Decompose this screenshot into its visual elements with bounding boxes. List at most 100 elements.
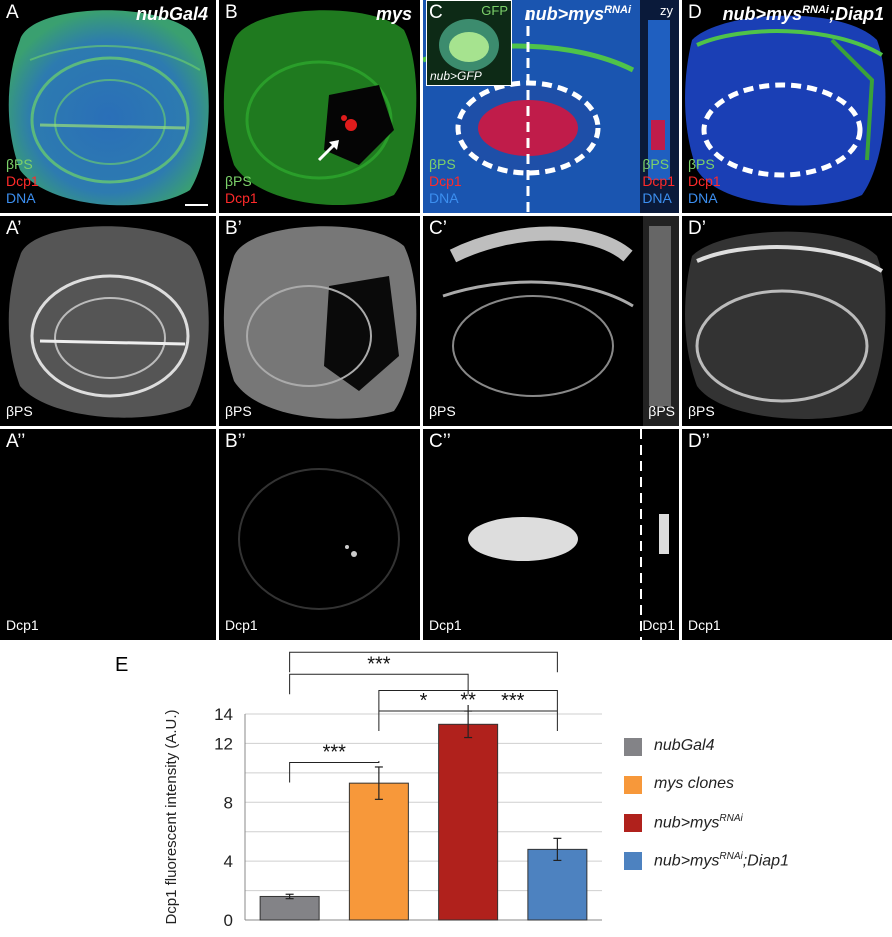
- inset-image: GFP nub>GFP: [426, 0, 512, 86]
- panel-title: mys: [375, 4, 412, 24]
- legend-swatch: [624, 776, 642, 794]
- stain-dna: DNA: [688, 190, 718, 206]
- significance-bracket: [289, 673, 469, 695]
- zy-stain-legend: βPS Dcp1 DNA: [642, 156, 675, 207]
- stain-legend: Dcp1: [6, 617, 39, 634]
- panel-label: C: [429, 2, 443, 23]
- panel-label: D’: [688, 218, 706, 239]
- title-sup: RNAi: [604, 4, 631, 16]
- legend-text: mys clones: [654, 775, 735, 792]
- stain-bps: βPS: [6, 156, 33, 172]
- stain-bps: βPS: [6, 403, 33, 419]
- title-main: nub>mys: [722, 4, 803, 24]
- panel-title: nub>mysRNAi;Diap1: [723, 4, 884, 25]
- stain-dcp1: Dcp1: [6, 173, 39, 189]
- wing-disc-image: [8, 10, 209, 206]
- inset-disc: [439, 19, 499, 71]
- legend-label: nubGal4: [654, 737, 715, 754]
- panel-a-prime: A’ βPS: [0, 216, 216, 426]
- stain-bps: βPS: [688, 403, 715, 419]
- panel-label: B: [225, 2, 238, 23]
- stain-bps: βPS: [429, 156, 456, 172]
- stain-bps: βPS: [225, 403, 252, 419]
- wing-disc-image: [223, 10, 417, 205]
- significance-label: ***: [367, 653, 391, 675]
- stain-dcp1: Dcp1: [6, 617, 39, 633]
- inset-genotype-label: nub>GFP: [430, 69, 482, 83]
- y-axis-label: Dcp1 fluorescent intensity (A.U.): [163, 709, 180, 924]
- stain-legend: βPS Dcp1 DNA: [6, 156, 39, 207]
- y-tick-label: 4: [224, 852, 233, 871]
- wing-disc-image: [685, 15, 886, 206]
- legend-swatch: [624, 852, 642, 870]
- stain-legend: βPS: [6, 403, 33, 420]
- panel-d-prime: D’ βPS: [682, 216, 892, 426]
- panel-b: B mys βPS Dcp1: [219, 0, 420, 213]
- legend-swatch: [624, 814, 642, 832]
- y-tick-label: 0: [224, 911, 233, 930]
- dcp1-channel-image: [468, 429, 669, 640]
- y-tick-label: 12: [214, 734, 233, 753]
- stain-bps: βPS: [642, 156, 670, 172]
- stain-dcp1: Dcp1: [642, 617, 675, 633]
- stain-dcp1: Dcp1: [225, 190, 258, 206]
- title-sup: RNAi: [802, 4, 829, 16]
- panel-a-double-prime: A’’ Dcp1: [0, 429, 216, 640]
- stain-legend: βPS: [225, 403, 252, 420]
- y-tick-label: 14: [214, 705, 233, 724]
- significance-label: ***: [323, 742, 347, 764]
- legend-label: nub>mysRNAi;Diap1: [654, 851, 789, 870]
- stain-legend: βPS: [429, 403, 456, 420]
- stain-legend: βPS: [688, 403, 715, 420]
- stain-legend: Dcp1: [225, 617, 258, 634]
- panel-label: A’: [6, 218, 22, 239]
- panel-label: D: [688, 2, 702, 23]
- legend-tail: ;Diap1: [742, 852, 789, 870]
- panel-label: A: [6, 2, 19, 23]
- stain-legend: βPS Dcp1 DNA: [429, 156, 462, 207]
- bps-channel-image: [685, 231, 886, 419]
- bar: [438, 723, 499, 921]
- stain-dcp1: Dcp1: [225, 617, 258, 633]
- stain-dcp1: Dcp1: [688, 617, 721, 633]
- wing-disc-image: [423, 0, 679, 213]
- stain-bps: βPS: [688, 156, 715, 172]
- legend-swatch: [624, 738, 642, 756]
- significance-bracket: [467, 705, 558, 732]
- panel-label: A’’: [6, 431, 26, 452]
- panel-d-double-prime: D’’ Dcp1: [682, 429, 892, 640]
- dcp1-channel-image: [238, 468, 400, 610]
- panel-a: A nubGal4 βPS Dcp1 DNA: [0, 0, 216, 213]
- bar: [348, 782, 409, 921]
- panel-d: D nub>mysRNAi;Diap1 βPS Dcp1 DNA: [682, 0, 892, 213]
- bps-channel-image: [442, 216, 679, 426]
- y-tick-label: 8: [224, 793, 233, 812]
- legend-text: nub>mys: [654, 814, 720, 832]
- legend-sup: RNAi: [719, 851, 743, 862]
- stain-legend: βPS Dcp1 DNA: [688, 156, 721, 207]
- significance-label: **: [460, 689, 476, 711]
- stain-legend: Dcp1: [429, 617, 462, 634]
- zy-stain-legend: Dcp1: [642, 617, 675, 634]
- significance-bracket: [289, 760, 380, 783]
- stain-dcp1: Dcp1: [688, 173, 721, 189]
- significance-label: ***: [501, 690, 525, 712]
- stain-dcp1: Dcp1: [642, 173, 675, 189]
- bar: [259, 895, 320, 921]
- chart-panel-label: E: [115, 654, 129, 676]
- panel-label: B’’: [225, 431, 246, 452]
- panel-label: C’’: [429, 431, 451, 452]
- panel-b-double-prime: B’’ Dcp1: [219, 429, 420, 640]
- panel-c: GFP nub>GFP nub>mysRNAi C zy βPS Dcp1 DN…: [423, 0, 679, 213]
- bar: [527, 848, 588, 921]
- panel-label: B’: [225, 218, 242, 239]
- stain-bps: βPS: [225, 173, 252, 189]
- zy-label: zy: [660, 3, 673, 18]
- panel-c-prime: C’ βPS βPS: [423, 216, 679, 426]
- stain-legend: Dcp1: [688, 617, 721, 634]
- inset-gfp-label: GFP: [481, 3, 508, 18]
- significance-bracket: [289, 651, 558, 673]
- panel-title: nubGal4: [135, 4, 208, 24]
- bps-channel-image: [8, 226, 209, 418]
- zy-stain-legend: βPS: [648, 403, 675, 420]
